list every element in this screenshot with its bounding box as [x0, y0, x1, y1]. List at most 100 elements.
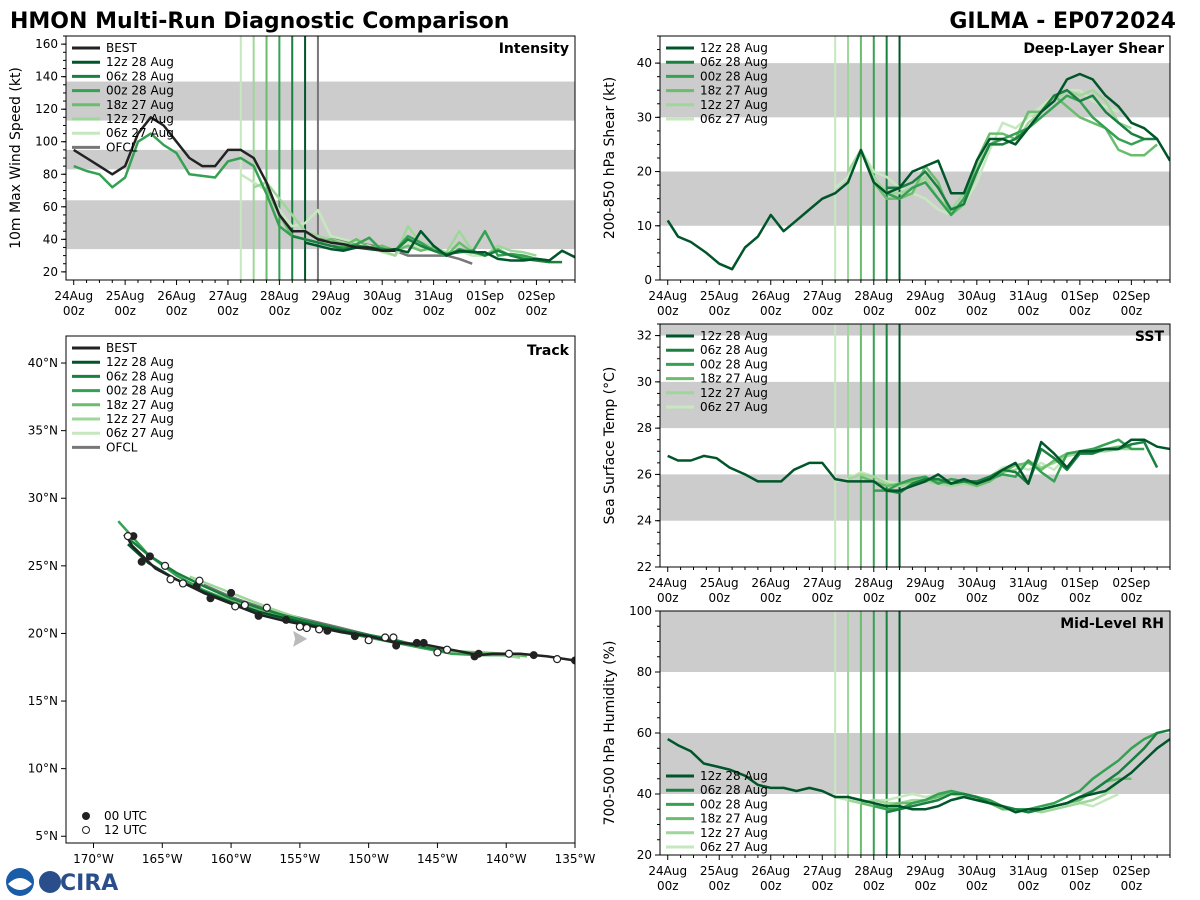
shear-panel: 01020304024Aug00z25Aug00z26Aug00z27Aug00… [602, 35, 1171, 318]
y-tick-label: 0 [644, 273, 652, 287]
y-tick-label: 30 [637, 375, 652, 389]
marker-12utc [381, 633, 390, 642]
x-tick-label: 02Sep [1112, 289, 1150, 303]
x-tick-label: 30Aug [363, 289, 402, 303]
y-tick-label: 160 [35, 37, 58, 51]
y-tick-label: 22 [637, 560, 652, 574]
marker-12utc [504, 649, 514, 658]
x-tick-label-time: 00z [915, 304, 937, 318]
marker-00utc [470, 652, 479, 661]
x-tick-label: 140°W [486, 852, 527, 866]
marker-12utc [302, 623, 311, 633]
y-tick-label: 100 [35, 135, 58, 149]
marker-00utc [419, 638, 428, 647]
x-tick-label-time: 00z [657, 304, 679, 318]
cira-logo-text: CIRA [60, 871, 118, 896]
legend-label: 06z 27 Aug [106, 426, 174, 440]
marker-00utc [282, 615, 291, 624]
y-tick-label: 80 [43, 167, 58, 181]
legend-label: OFCL [106, 440, 138, 454]
x-tick-label-time: 00z [371, 304, 393, 318]
y-axis-label: 700-500 hPa Humidity (%) [602, 641, 618, 826]
y-tick-label: 30 [637, 110, 652, 124]
x-tick-label-time: 00z [657, 879, 679, 893]
x-tick-label-time: 00z [966, 304, 988, 318]
x-tick-label-time: 00z [1069, 304, 1091, 318]
x-tick-label-time: 00z [474, 304, 496, 318]
marker-00utc [392, 641, 401, 650]
legend-label: BEST [106, 341, 137, 355]
x-tick-label-time: 00z [811, 591, 833, 605]
legend-label: 12z 28 Aug [700, 769, 768, 783]
legend-label: 06z 28 Aug [700, 55, 768, 69]
right-title: GILMA - EP072024 [949, 9, 1176, 34]
x-tick-label-time: 00z [1121, 304, 1143, 318]
legend-label: OFCL [106, 140, 138, 154]
threshold-band [66, 149, 575, 170]
x-tick-label-time: 00z [708, 879, 730, 893]
plot-area [117, 520, 575, 665]
x-tick-label: 30Aug [957, 576, 996, 590]
marker-12utc [240, 600, 249, 610]
y-tick-label: 20°N [28, 626, 58, 640]
y-tick-label: 140 [35, 70, 58, 84]
marker-00utc [254, 611, 263, 620]
x-tick-label: 29Aug [311, 289, 350, 303]
legend-label: 12z 28 Aug [106, 355, 174, 369]
x-tick-label: 31Aug [414, 289, 453, 303]
series-line-12z-28-aug [667, 738, 1170, 814]
x-tick-label-time: 00z [114, 304, 136, 318]
x-tick-label: 28Aug [854, 864, 893, 878]
legend-label: 06z 28 Aug [106, 69, 174, 83]
y-tick-label: 15°N [28, 694, 58, 708]
x-tick-label: 135°W [555, 852, 596, 866]
motion-arrow-icon [293, 630, 308, 647]
threshold-band [660, 381, 1170, 429]
series-line-ofcl [317, 238, 473, 265]
legend-label: 06z 27 Aug [106, 126, 174, 140]
legend-marker-label: 12 UTC [104, 823, 147, 837]
x-tick-label: 30Aug [957, 289, 996, 303]
y-tick-label: 28 [637, 421, 652, 435]
left-title: HMON Multi-Run Diagnostic Comparison [10, 9, 509, 34]
legend-label: 18z 27 Aug [700, 812, 768, 826]
noaa-wave-icon [8, 878, 32, 890]
legend-label: 00z 28 Aug [106, 384, 174, 398]
legend-label: 00z 28 Aug [106, 84, 174, 98]
panel-title: Intensity [499, 41, 569, 57]
panel-title: Track [527, 343, 570, 359]
y-tick-label: 10 [637, 219, 652, 233]
legend-label: 06z 27 Aug [700, 112, 768, 126]
x-tick-label: 27Aug [803, 576, 842, 590]
series-line-00z-28-aug [872, 94, 1145, 217]
y-tick-label: 20 [637, 848, 652, 862]
x-tick-label: 24Aug [648, 576, 687, 590]
marker-00utc [137, 557, 146, 566]
y-axis-label: 10m Max Wind Speed (kt) [8, 67, 24, 249]
x-tick-label-time: 00z [320, 304, 342, 318]
track-panel: 170°W 165°W 160°W 155°W 150°W 145°W 140°W 135°W… [28, 335, 596, 866]
sst-panel: 22242628303224Aug00z25Aug00z26Aug00z27Au… [602, 323, 1171, 605]
marker-12utc [123, 531, 133, 541]
marker-00utc [350, 632, 359, 641]
x-tick-label: 26Aug [157, 289, 196, 303]
x-tick-label: 150°W [348, 852, 389, 866]
axes-frame [65, 335, 576, 844]
plot-area [660, 36, 1170, 280]
legend-label: 18z 27 Aug [700, 84, 768, 98]
x-tick-label: 170°W [73, 852, 114, 866]
y-tick-label: 20 [637, 165, 652, 179]
x-tick-label: 24Aug [54, 289, 93, 303]
y-tick-label: 80 [637, 665, 652, 679]
track-line-06z-28-aug [123, 533, 445, 653]
legend-label: 12z 27 Aug [700, 98, 768, 112]
y-tick-label: 40 [637, 56, 652, 70]
track-line-18z-27-aug [175, 574, 528, 658]
legend-label: 12z 28 Aug [700, 329, 768, 343]
legend-label: 00z 28 Aug [700, 797, 768, 811]
series-line-12z-28-aug [666, 72, 1170, 271]
series-line-12z-28-aug [667, 438, 1170, 492]
y-tick-label: 100 [629, 604, 652, 618]
marker-00utc [571, 656, 575, 665]
rh-panel: 2040608010024Aug00z25Aug00z26Aug00z27Aug… [602, 604, 1171, 893]
